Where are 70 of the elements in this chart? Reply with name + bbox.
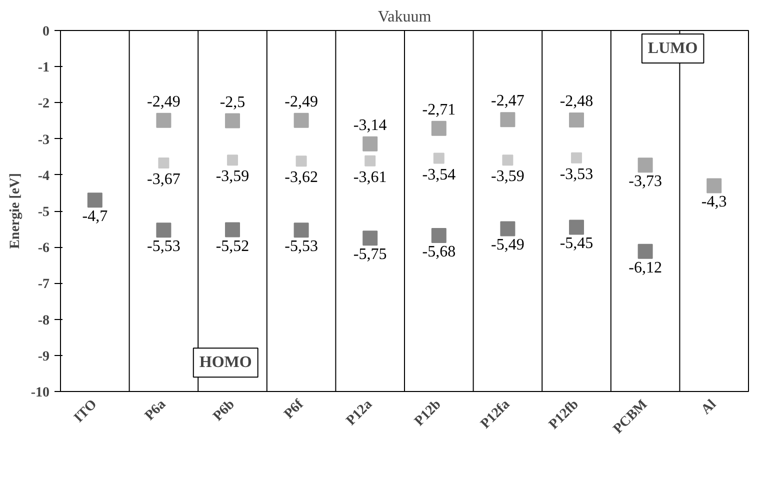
y-tick-label: -5 [38, 205, 50, 220]
data-label: -6,12 [628, 259, 662, 276]
data-label: -2,49 [284, 93, 318, 110]
data-label: -3,67 [147, 170, 180, 188]
data-label: -2,47 [491, 92, 524, 110]
point [225, 113, 240, 128]
data-label: -2,49 [147, 93, 180, 110]
y-axis-title: Energie [eV] [8, 173, 23, 249]
data-label: -3,62 [284, 169, 318, 186]
data-label: -3,59 [216, 168, 250, 186]
y-tick-label: -8 [38, 313, 50, 328]
y-tick-label: -6 [38, 241, 50, 256]
point [294, 112, 309, 128]
point [500, 221, 516, 236]
annotation: LUMO [648, 40, 698, 58]
y-tick-label: -1 [38, 60, 50, 76]
point [433, 152, 444, 164]
point [638, 158, 653, 173]
data-label: -4,3 [701, 194, 727, 211]
data-label: -5,53 [284, 238, 318, 256]
point [87, 192, 102, 208]
y-tick-label: 0 [42, 24, 50, 40]
point [225, 222, 240, 238]
point [364, 155, 376, 166]
data-label: -5,49 [491, 236, 524, 254]
annotation: HOMO [199, 354, 252, 372]
data-label: -2,71 [422, 101, 456, 118]
y-tick-label: -10 [30, 386, 50, 400]
data-label: -3,54 [422, 166, 456, 184]
y-tick-label: -3 [38, 132, 50, 148]
point [571, 152, 582, 164]
point [706, 178, 722, 194]
data-label: -4,7 [82, 208, 108, 226]
point [158, 157, 170, 168]
data-label: -2,48 [560, 93, 594, 110]
point [431, 228, 446, 244]
point [227, 154, 238, 166]
point [296, 156, 307, 167]
y-tick-label: -7 [38, 277, 50, 292]
data-label: -3,59 [491, 168, 524, 186]
data-label: -5,68 [422, 244, 456, 261]
x-tick-label: P6f [282, 396, 307, 422]
point [569, 220, 584, 235]
x-tick-label: P6a [142, 397, 170, 424]
point [502, 154, 514, 166]
point [362, 136, 378, 152]
point [362, 230, 378, 246]
data-label: -5,75 [353, 246, 387, 264]
y-tick-label: -2 [38, 96, 50, 112]
point [569, 112, 584, 128]
text: Vakuum [378, 8, 432, 26]
data-label: -2,5 [220, 94, 246, 111]
x-tick-label: ITO [72, 397, 100, 426]
data-label: -5,45 [560, 235, 594, 252]
point [156, 112, 172, 128]
y-tick-label: -4 [38, 168, 50, 184]
data-label: -3,73 [628, 173, 662, 190]
point [156, 222, 172, 238]
point [294, 222, 309, 238]
point [431, 120, 446, 136]
y-tick-label: -9 [38, 349, 50, 364]
point [638, 244, 653, 259]
data-label: -5,52 [216, 238, 250, 255]
point [500, 112, 516, 128]
data-label: -3,61 [353, 168, 387, 186]
data-label: -3,53 [560, 166, 594, 183]
x-tick-label: P6b [210, 397, 238, 424]
data-label: -5,53 [147, 238, 180, 256]
data-label: -3,14 [353, 116, 387, 134]
x-tick-label: Al [698, 397, 720, 418]
